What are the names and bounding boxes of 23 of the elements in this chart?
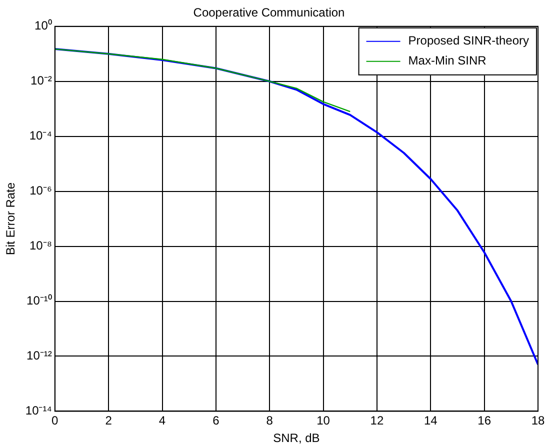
y-tick-label: 10⁻¹⁴ <box>25 404 52 418</box>
x-tick-label: 4 <box>158 414 166 428</box>
x-tick-label: 8 <box>266 414 274 428</box>
y-tick-label: 10⁰ <box>34 18 52 33</box>
x-tick-label: 14 <box>424 414 438 428</box>
y-tick-label: 10⁻⁸ <box>29 238 52 253</box>
y-tick-label: 10⁻¹² <box>26 348 52 363</box>
x-tick-label: 0 <box>52 414 59 428</box>
x-tick-label: 6 <box>212 414 220 428</box>
x-tick-label: 10 <box>316 414 330 428</box>
y-tick-label: 10⁻² <box>30 74 52 88</box>
y-axis-title: Bit Error Rate <box>4 182 18 256</box>
y-tick-label: 10⁻¹⁰ <box>26 294 52 308</box>
x-axis-title: SNR, dB <box>273 431 320 446</box>
x-tick-label: 16 <box>478 414 492 428</box>
legend-label: Proposed SINR-theory <box>408 34 530 48</box>
legend-label: Max-Min SINR <box>408 54 487 68</box>
x-tick-label: 12 <box>370 414 384 428</box>
x-tick-label: 2 <box>105 414 112 428</box>
y-tick-label: 10⁻⁶ <box>30 184 52 198</box>
x-tick-label: 18 <box>531 414 545 428</box>
y-tick-label: 10⁻⁴ <box>29 128 52 143</box>
chart-title: Cooperative Communication <box>193 6 345 20</box>
